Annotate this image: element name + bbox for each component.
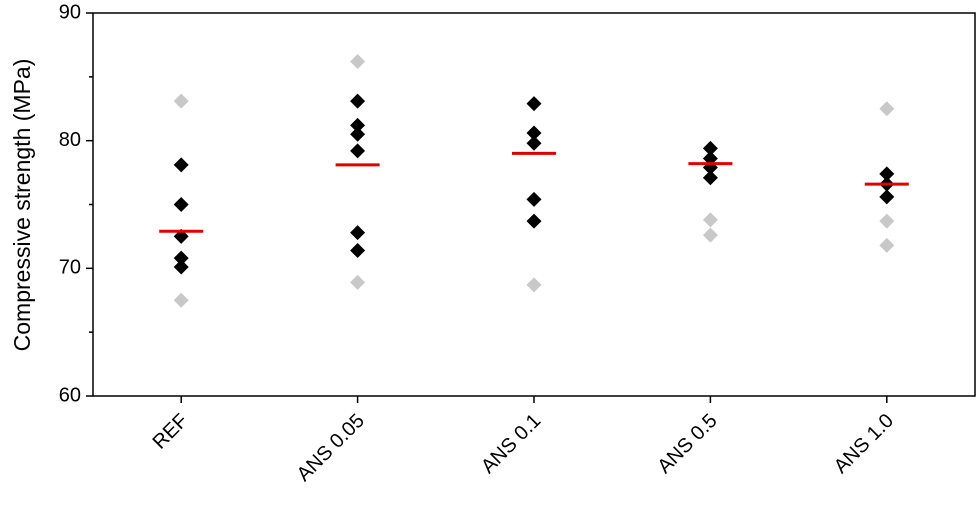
data-point — [173, 250, 189, 266]
data-point — [879, 166, 895, 182]
data-point — [702, 212, 718, 228]
data-point — [702, 170, 718, 186]
y-tick-label: 60 — [59, 384, 81, 406]
x-tick-label: ANS 1.0 — [830, 410, 898, 478]
data-point — [702, 227, 718, 243]
data-point — [173, 197, 189, 212]
data-point — [879, 213, 895, 229]
data-point — [526, 125, 542, 141]
y-tick-label: 90 — [59, 1, 81, 23]
data-point — [173, 292, 189, 308]
data-point — [350, 126, 366, 142]
data-point — [879, 189, 895, 205]
y-axis-label: Compressive strength (MPa) — [9, 59, 35, 352]
data-point — [173, 157, 189, 173]
data-point — [526, 135, 542, 151]
data-point — [526, 213, 542, 229]
data-point — [526, 96, 542, 112]
y-tick-label: 80 — [59, 129, 81, 151]
x-tick-label: ANS 0.5 — [653, 410, 721, 478]
data-point — [350, 274, 366, 290]
data-point — [879, 237, 895, 253]
x-tick-label: ANS 0.1 — [477, 410, 545, 478]
y-tick-label: 70 — [59, 257, 81, 279]
data-point — [879, 101, 895, 117]
data-point — [173, 259, 189, 275]
data-point — [526, 191, 542, 207]
data-point — [702, 140, 718, 156]
data-point — [350, 242, 366, 258]
data-point — [526, 277, 542, 293]
x-tick-label: ANS 0.05 — [293, 410, 369, 486]
data-point — [350, 143, 366, 159]
data-point — [173, 93, 189, 109]
data-point — [350, 93, 366, 109]
x-tick-label: REF — [149, 410, 193, 454]
data-point — [350, 54, 366, 70]
data-point — [350, 117, 366, 133]
data-point — [350, 225, 366, 241]
